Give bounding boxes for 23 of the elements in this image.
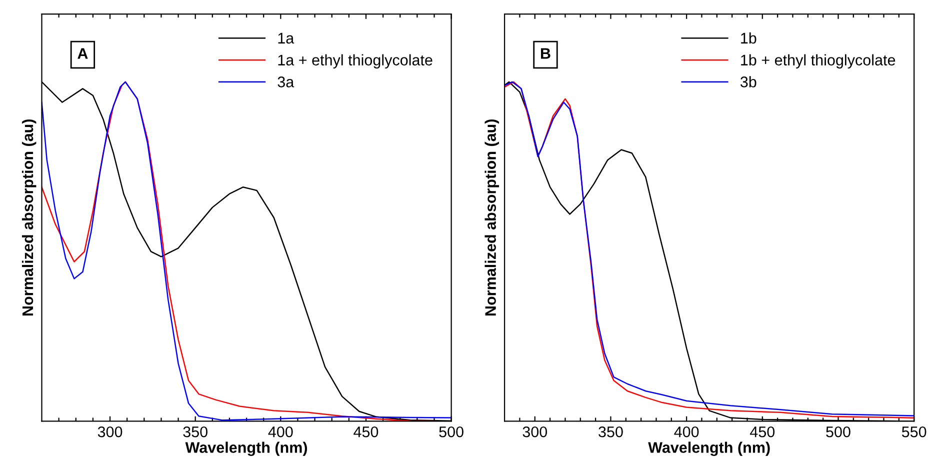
y-axis-title: Normalized absorption (au) [22, 119, 36, 316]
x-tick-label: 400 [268, 426, 293, 438]
legend-label: 1b [741, 32, 756, 44]
x-tick-label: 550 [902, 426, 926, 438]
x-axis-title: Wavelength (nm) [185, 442, 308, 456]
y-axis-title: Normalized absorption (au) [484, 119, 499, 316]
x-axis-title: Wavelength (nm) [648, 442, 770, 456]
text: B [541, 48, 550, 59]
x-tick-label: 500 [439, 426, 464, 438]
x-tick-label: 500 [826, 426, 850, 438]
legend-label: 1a + ethyl thioglycolate [278, 54, 432, 68]
x-tick-label: 450 [750, 426, 775, 438]
text: A [78, 48, 88, 59]
x-tick-label: 400 [674, 426, 699, 438]
legend-label: 3b [740, 76, 756, 88]
x-tick-label: 450 [354, 426, 378, 438]
x-tick-label: 350 [598, 426, 623, 438]
x-tick-label: 300 [522, 426, 548, 438]
legend-label: 3a [278, 76, 294, 88]
legend-label: 1a [278, 32, 294, 44]
x-tick-label: 350 [183, 426, 208, 438]
legend-label: 1b + ethyl thioglycolate [741, 54, 896, 68]
x-tick-label: 300 [98, 426, 122, 438]
